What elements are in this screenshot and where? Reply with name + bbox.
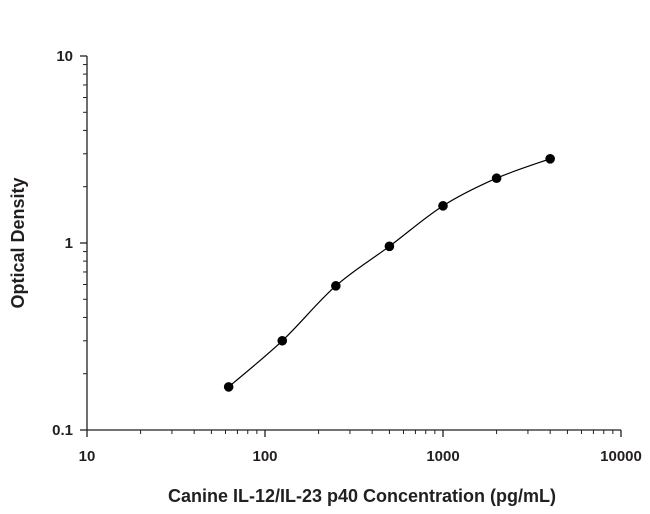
data-point	[223, 382, 234, 392]
y-tick-label: 1	[65, 235, 73, 252]
y-axis-title: Optical Density	[8, 177, 28, 308]
x-tick-labels: 10 100 1000 10000	[79, 448, 642, 465]
data-point	[438, 201, 448, 211]
data-point	[384, 241, 395, 252]
y-tick-label: 10	[56, 48, 73, 65]
x-axis-title: Canine IL-12/IL-23 p40 Concentration (pg…	[168, 486, 556, 506]
x-tick-label: 100	[252, 448, 277, 465]
x-tick-label: 1000	[426, 448, 459, 465]
x-tick-label: 10	[79, 448, 96, 465]
data-point	[491, 173, 502, 184]
y-tick-label: 0.1	[52, 422, 73, 439]
minor-ticks	[83, 64, 614, 434]
data-point	[545, 154, 555, 164]
data-point	[331, 281, 341, 291]
data-points	[223, 154, 555, 392]
major-ticks	[80, 55, 622, 437]
data-point	[277, 335, 288, 346]
x-tick-label: 10000	[600, 448, 642, 465]
fit-curve	[228, 158, 551, 388]
y-tick-labels: 0.1 1 10	[52, 48, 73, 439]
